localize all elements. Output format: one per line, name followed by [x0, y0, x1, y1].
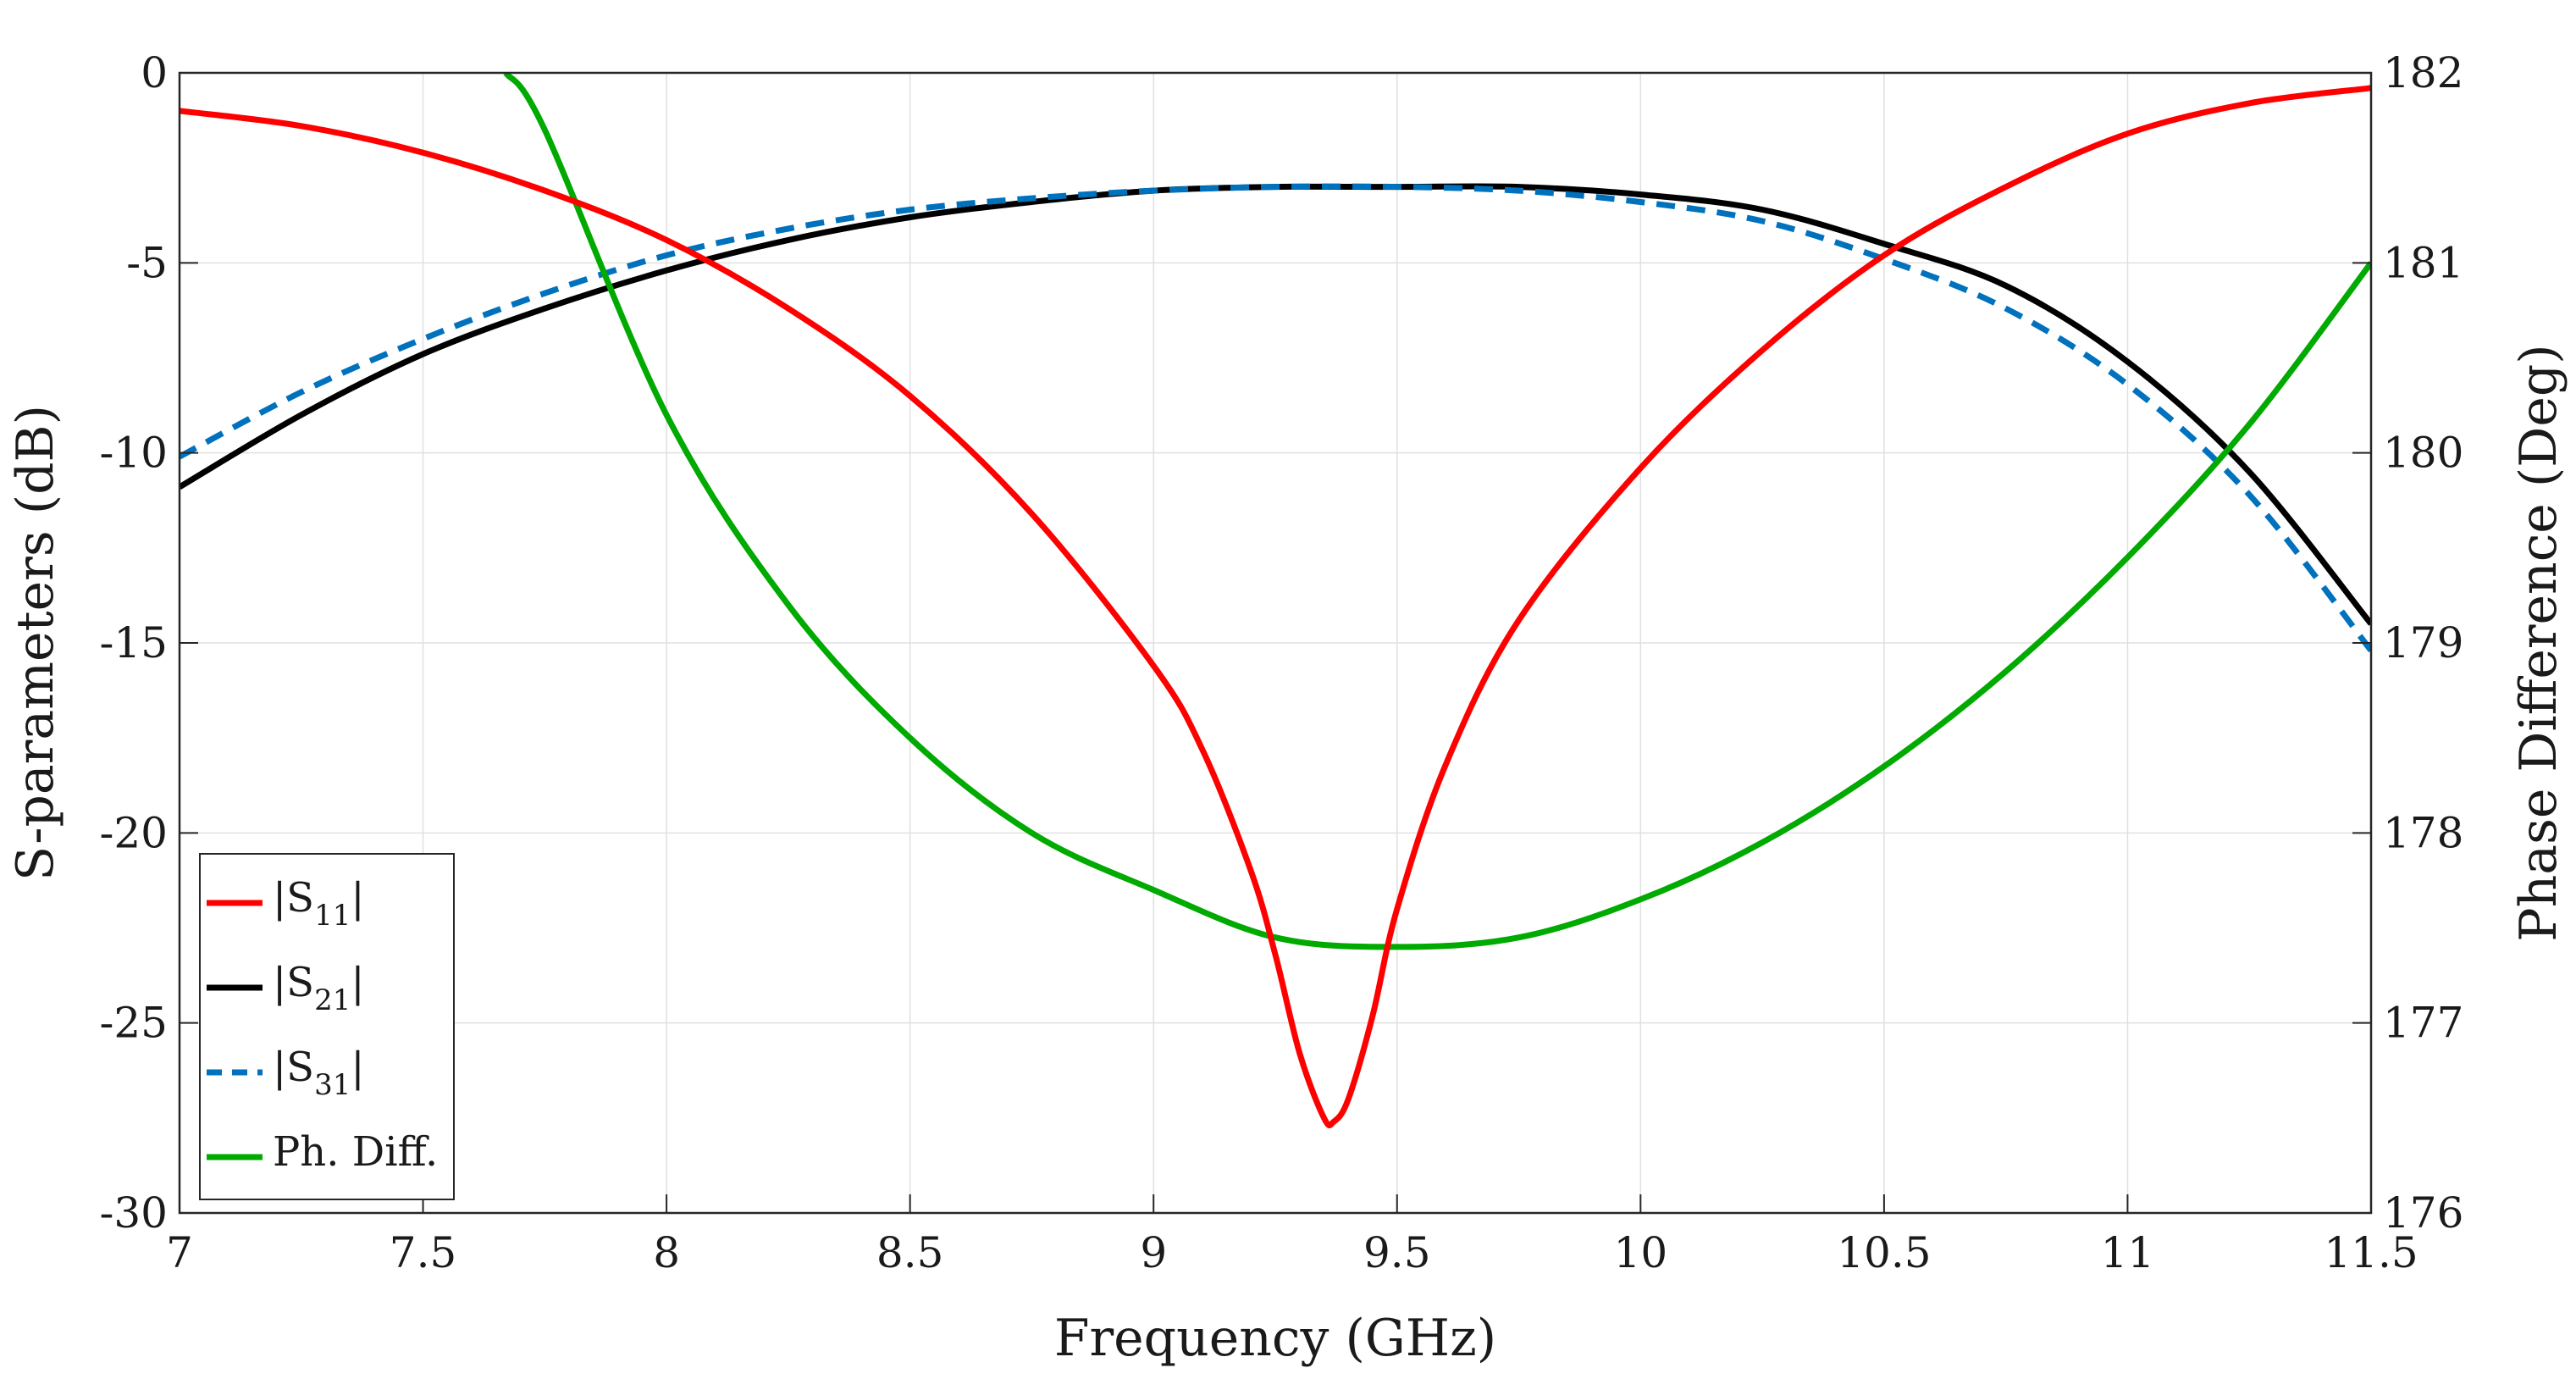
y-tick-label: -10: [99, 429, 168, 478]
ticks: 7 7.5 8 8.5 9 9.5 10 10.5 11 11.5 0 -5 -10 -15 -20 -25 -…: [99, 48, 2463, 1277]
legend-label: Ph. Diff.: [273, 1128, 438, 1176]
y-axis-label: S-parameters (dB): [6, 405, 65, 881]
y-axis-right-label: Phase Difference (Deg): [2509, 344, 2568, 941]
series-layer: [180, 73, 2371, 1129]
legend-label-subscript: 31: [314, 1068, 351, 1102]
y-right-tick-label: 182: [2383, 48, 2463, 97]
legend-label-suffix: |: [351, 959, 364, 1006]
y-tick-label: -5: [126, 238, 168, 287]
y-right-tick-label: 181: [2383, 238, 2463, 287]
legend: |S11||S21||S31|Ph. Diff.: [199, 853, 455, 1200]
y-tick-label: -25: [99, 999, 168, 1048]
legend-label-main: |S: [273, 874, 314, 922]
x-tick-label: 11: [2101, 1228, 2155, 1277]
x-tick-label: 10: [1614, 1228, 1668, 1277]
y-tick-label: 0: [141, 48, 168, 97]
x-tick-label: 10.5: [1837, 1228, 1931, 1277]
x-tick-label: 7: [166, 1228, 193, 1277]
x-tick-label: 8.5: [876, 1228, 944, 1277]
x-tick-label: 11.5: [2324, 1228, 2418, 1277]
series-line-s31: [180, 183, 2371, 653]
y-tick-label: -15: [99, 618, 168, 667]
x-axis-label: Frequency (GHz): [1054, 1309, 1496, 1368]
series-line-s11: [180, 85, 2371, 1129]
legend-label-main: |S: [273, 1044, 314, 1091]
legend-label-subscript: 21: [314, 983, 351, 1017]
series-line-s21: [180, 183, 2371, 626]
y-tick-label: -30: [99, 1188, 168, 1238]
y-right-tick-label: 177: [2383, 999, 2463, 1048]
y-right-tick-label: 180: [2383, 429, 2463, 478]
series-line-ph-diff: [503, 73, 2371, 950]
legend-label-main: Ph. Diff.: [273, 1128, 438, 1176]
y-tick-label: -20: [99, 808, 168, 857]
legend-label-suffix: |: [351, 874, 364, 922]
y-right-tick-label: 179: [2383, 618, 2463, 667]
legend-label-subscript: 11: [314, 899, 351, 933]
legend-label-suffix: |: [351, 1044, 364, 1091]
y-right-tick-label: 178: [2383, 808, 2463, 857]
legend-label: |S31|: [273, 1044, 365, 1102]
x-tick-label: 9: [1140, 1228, 1167, 1277]
y-right-tick-label: 176: [2383, 1188, 2463, 1238]
legend-box: [199, 853, 455, 1200]
x-tick-label: 9.5: [1363, 1228, 1431, 1277]
legend-label: |S11|: [273, 874, 365, 933]
legend-label: |S21|: [273, 959, 365, 1017]
x-tick-label: 8: [653, 1228, 680, 1277]
legend-label-main: |S: [273, 959, 314, 1006]
x-tick-label: 7.5: [390, 1228, 457, 1277]
